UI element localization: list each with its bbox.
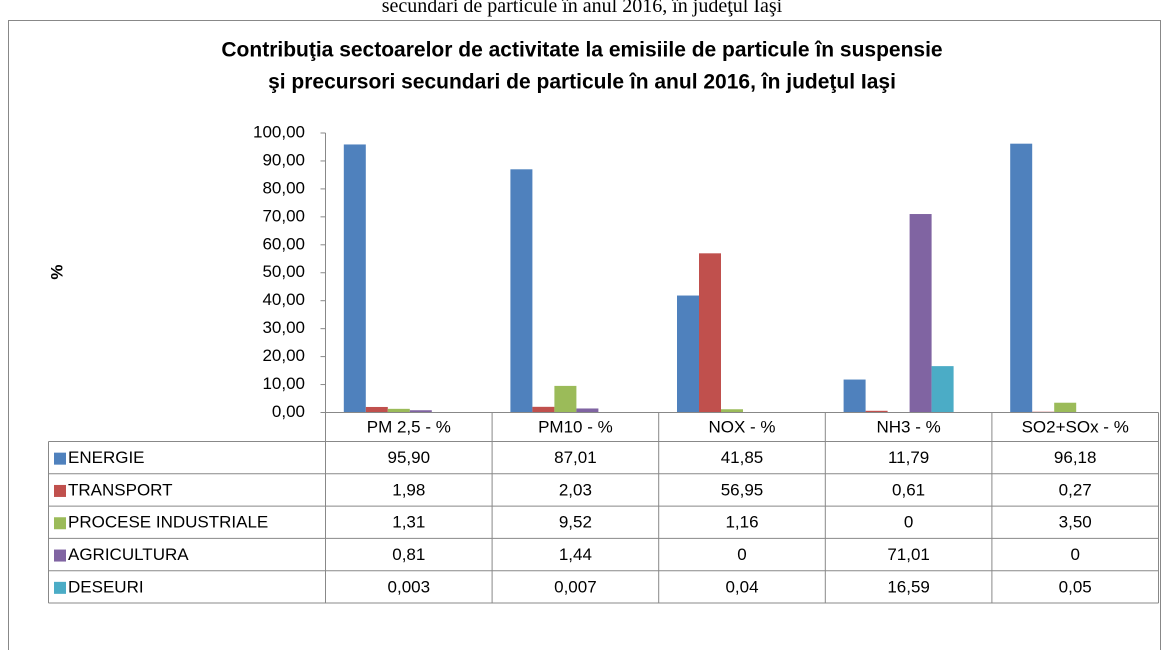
table-cell: 1,31	[392, 513, 425, 532]
bar	[677, 295, 699, 413]
x-tick-label: PM10 - %	[538, 417, 613, 436]
bar	[1054, 402, 1077, 413]
bar	[909, 214, 932, 413]
table-cell: 0	[737, 545, 746, 564]
y-tick-label: 70,00	[262, 206, 305, 225]
y-tick-label: 50,00	[262, 262, 305, 281]
table-cell: 56,95	[721, 480, 764, 499]
bar	[865, 410, 888, 413]
x-tick-label: NH3 - %	[876, 417, 940, 436]
table-cell: 1,44	[559, 545, 592, 564]
legend-label: PROCESE INDUSTRIALE	[68, 513, 268, 532]
table-cell: 11,79	[888, 448, 929, 467]
legend-label: TRANSPORT	[68, 480, 173, 499]
table-cell: 95,90	[388, 448, 431, 467]
legend-swatch	[54, 452, 66, 465]
bar	[843, 379, 866, 413]
table-cell: 0	[904, 513, 913, 532]
table-cell: 0,61	[892, 480, 925, 499]
bar	[699, 253, 721, 413]
bar	[409, 410, 432, 413]
table-cell: 87,01	[554, 448, 597, 467]
y-tick-label: 80,00	[262, 178, 305, 197]
y-tick-label: 20,00	[262, 346, 305, 365]
bar	[365, 406, 388, 413]
x-tick-label: NOX - %	[708, 417, 775, 436]
bar	[343, 144, 366, 413]
bar	[510, 169, 533, 413]
table-cell: 0,27	[1059, 480, 1092, 499]
legend-label: DESEURI	[68, 577, 144, 596]
legend-swatch	[54, 517, 66, 530]
bar	[1010, 143, 1033, 413]
chart-title: Contribuţia sectoarelor de activitate la…	[221, 39, 942, 62]
caption: secundari de particule în anul 2016, în …	[382, 0, 783, 17]
table-cell: 1,16	[725, 513, 758, 532]
y-tick-label: 30,00	[262, 318, 305, 337]
bar	[387, 408, 410, 413]
table-cell: 0,04	[725, 577, 758, 596]
chart-title: şi precursori secundari de particule în …	[268, 71, 896, 94]
table-cell: 2,03	[559, 480, 592, 499]
y-tick-label: 90,00	[262, 150, 305, 169]
chart-frame	[8, 20, 1161, 650]
table-cell: 9,52	[559, 513, 592, 532]
table-cell: 41,85	[721, 448, 764, 467]
table-cell: 71,01	[887, 545, 930, 564]
legend-label: ENERGIE	[68, 448, 145, 467]
bar	[931, 366, 954, 413]
bar	[532, 406, 555, 413]
table-cell: 0,81	[392, 545, 425, 564]
y-tick-label: 60,00	[262, 234, 305, 253]
legend-swatch	[54, 581, 66, 594]
x-tick-label: SO2+SOx - %	[1022, 417, 1129, 436]
table-cell: 96,18	[1054, 448, 1097, 467]
table-cell: 0,003	[388, 577, 431, 596]
bar	[576, 408, 599, 413]
y-tick-label: 10,00	[262, 374, 305, 393]
table-cell: 16,59	[887, 577, 930, 596]
y-tick-label: 0,00	[272, 402, 305, 421]
legend-swatch	[54, 484, 66, 497]
legend-swatch	[54, 549, 66, 562]
y-tick-label: 40,00	[262, 290, 305, 309]
legend-label: AGRICULTURA	[68, 545, 189, 564]
bar	[721, 409, 743, 413]
table-cell: 0	[1070, 545, 1079, 564]
x-tick-label: PM 2,5 - %	[367, 417, 451, 436]
table-cell: 3,50	[1059, 513, 1092, 532]
bar	[554, 385, 577, 413]
table-cell: 0,007	[554, 577, 597, 596]
y-axis-label: %	[47, 264, 66, 279]
table-cell: 0,05	[1059, 577, 1092, 596]
y-tick-label: 100,00	[253, 122, 305, 141]
table-cell: 1,98	[392, 480, 425, 499]
